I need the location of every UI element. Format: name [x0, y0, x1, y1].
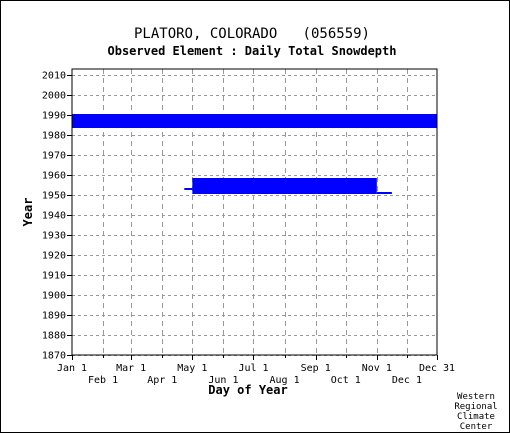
y-tick-label: 1920 — [42, 251, 66, 262]
credit-line: Climate — [457, 412, 495, 422]
data-mark — [184, 188, 193, 190]
x-tick-label: Apr 1 — [147, 375, 177, 386]
credit-line: Regional — [454, 402, 497, 412]
x-tick-label: May 1 — [177, 363, 207, 374]
y-tick-label: 1940 — [42, 211, 66, 222]
data-mark — [376, 192, 392, 194]
credit-block: Western Regional Climate Center — [454, 392, 497, 432]
credit-line: Western — [457, 392, 495, 402]
x-tick-label: Mar 1 — [116, 363, 146, 374]
y-tick-label: 1890 — [42, 311, 66, 322]
data-layer — [72, 114, 437, 194]
y-tick-label: 1900 — [42, 291, 66, 302]
y-tick-label: 1870 — [42, 351, 66, 362]
x-tick-label: Feb 1 — [88, 375, 118, 386]
x-tick-label: Jun 1 — [208, 375, 238, 386]
x-axis-ticks: Jan 1 Mar 1 May 1 Jul 1 Sep 1 Nov 1 Dec 31 Feb … — [57, 355, 455, 386]
grid — [72, 69, 437, 356]
plot-area — [71, 68, 438, 356]
y-tick-label: 1970 — [42, 151, 66, 162]
y-axis-ticks: 2010 2000 1990 1980 1970 1960 1950 1940 1930 1920… — [42, 71, 72, 362]
y-tick-label: 1990 — [42, 111, 66, 122]
y-tick-label: 1880 — [42, 331, 66, 342]
x-tick-label: Jul 1 — [238, 363, 268, 374]
y-tick-label: 1950 — [42, 191, 66, 202]
y-tick-label: 1910 — [42, 271, 66, 282]
y-tick-label: 1930 — [42, 231, 66, 242]
y-tick-label: 1960 — [42, 171, 66, 182]
x-tick-label: Nov 1 — [362, 363, 392, 374]
x-tick-label: Dec 1 — [392, 375, 422, 386]
chart-title: PLATORO, COLORADO (056559) — [134, 26, 370, 42]
x-tick-label: Jan 1 — [57, 363, 87, 374]
credit-line: Center — [460, 422, 493, 432]
y-tick-label: 2010 — [42, 71, 66, 82]
x-tick-label: Dec 31 — [419, 363, 455, 374]
y-axis-label: Year — [21, 198, 35, 227]
x-tick-label: Aug 1 — [270, 375, 300, 386]
chart-subtitle: Observed Element : Daily Total Snowdepth — [108, 44, 397, 58]
data-mark — [192, 178, 377, 194]
data-mark — [72, 114, 437, 128]
y-tick-label: 2000 — [42, 91, 66, 102]
x-tick-label: Sep 1 — [301, 363, 331, 374]
x-axis-label: Day of Year — [208, 383, 287, 397]
y-tick-label: 1980 — [42, 131, 66, 142]
x-tick-label: Oct 1 — [331, 375, 361, 386]
